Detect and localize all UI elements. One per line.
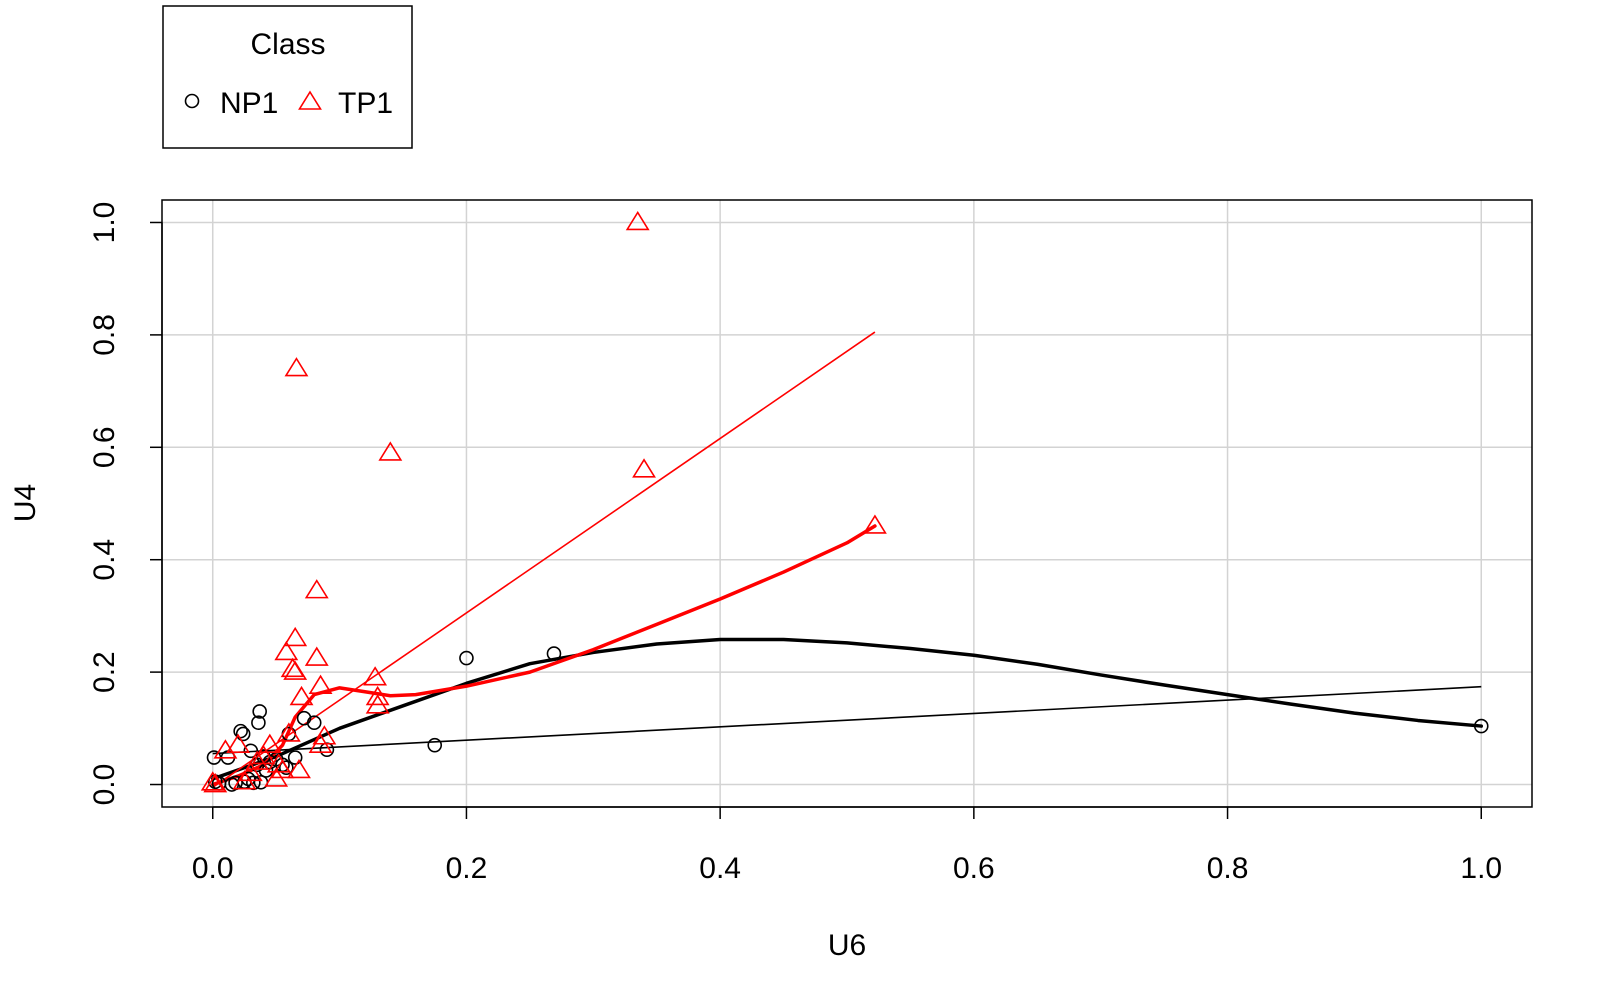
tp1-smooth-fit-line xyxy=(210,524,877,787)
tp1-point xyxy=(363,666,388,686)
tp1-point xyxy=(226,733,251,753)
tp1-point xyxy=(283,660,308,680)
np1-point xyxy=(459,650,474,666)
np1-point xyxy=(251,715,266,730)
np1-smooth-fit-line xyxy=(210,637,1484,781)
y-tick-label: 0.6 xyxy=(88,426,121,468)
tp1-linear-fit-line xyxy=(212,331,876,788)
np1-linear-fit-line xyxy=(212,685,1482,755)
y-tick-label: 0.8 xyxy=(88,314,121,356)
np1-point xyxy=(427,737,443,753)
tp1-point xyxy=(251,744,276,765)
legend: Class NP1 TP1 xyxy=(162,5,413,149)
np1-point xyxy=(546,646,562,661)
x-tick-label: 1.0 xyxy=(1460,852,1502,885)
plot-frame xyxy=(161,199,1533,808)
legend-np1-marker xyxy=(184,93,200,109)
np1-point xyxy=(252,704,267,719)
y-axis: 0.0 0.2 0.4 0.6 0.8 1.0 xyxy=(88,202,163,806)
x-tick-label: 0.2 xyxy=(446,852,488,885)
legend-tp1-label: TP1 xyxy=(338,87,393,120)
tp1-point xyxy=(365,685,390,706)
tp1-point xyxy=(257,733,282,753)
tp1-point xyxy=(276,722,301,742)
tp1-point xyxy=(304,646,329,666)
legend-box xyxy=(162,5,413,149)
x-tick-label: 0.4 xyxy=(699,852,741,885)
y-tick-label: 0.2 xyxy=(88,651,121,693)
x-tick-label: 0.6 xyxy=(953,852,995,885)
tp1-point xyxy=(284,357,309,377)
np1-point xyxy=(1473,718,1489,734)
y-tick-label: 0.4 xyxy=(88,539,121,581)
tp1-point xyxy=(280,657,305,678)
tp1-point xyxy=(365,694,390,714)
tp1-point xyxy=(283,626,308,647)
y-tick-label: 0.0 xyxy=(88,764,121,806)
legend-np1-label: NP1 xyxy=(220,87,278,120)
tp1-point xyxy=(862,514,887,534)
tp1-point xyxy=(213,739,238,759)
tp1-point xyxy=(245,750,270,770)
legend-title: Class xyxy=(250,28,325,61)
tp1-point xyxy=(312,725,337,745)
tp1-point xyxy=(289,685,314,706)
tp1-point xyxy=(200,771,225,791)
data-points xyxy=(200,210,1489,793)
trend-lines xyxy=(210,331,1484,788)
tp1-point xyxy=(632,458,656,478)
y-axis-label: U4 xyxy=(9,484,42,522)
np1-point xyxy=(235,726,251,742)
tp1-point xyxy=(274,640,299,661)
np1-point xyxy=(287,750,303,765)
tp1-point xyxy=(304,579,329,599)
grid-lines xyxy=(162,200,1532,807)
tp1-point xyxy=(625,210,650,231)
tp1-point xyxy=(287,758,311,779)
tp1-point xyxy=(203,772,228,793)
x-tick-label: 0.8 xyxy=(1207,852,1249,885)
y-tick-label: 1.0 xyxy=(88,202,121,244)
x-axis: 0.0 0.2 0.4 0.6 0.8 1.0 xyxy=(192,806,1502,885)
np1-point xyxy=(233,723,248,739)
tp1-point xyxy=(378,441,403,461)
tp1-point xyxy=(270,758,295,779)
np1-point xyxy=(306,715,322,730)
x-axis-label: U6 xyxy=(828,929,866,962)
np1-point xyxy=(279,760,294,775)
tp1-point xyxy=(308,674,333,694)
legend-tp1-marker xyxy=(298,90,322,110)
x-tick-label: 0.0 xyxy=(192,852,234,885)
tp1-point xyxy=(238,761,263,782)
